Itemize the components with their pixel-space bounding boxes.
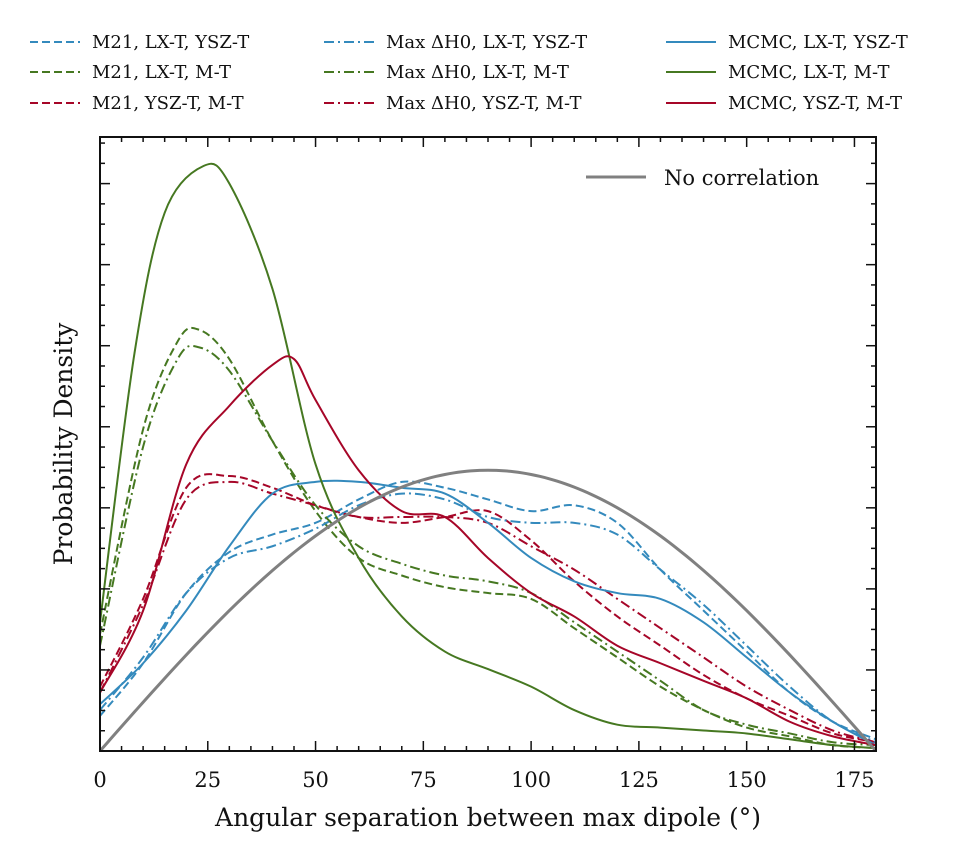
x-tick-label: 175	[834, 768, 874, 792]
legend-label-mcmc_ysz_m: MCMC, YSZ-T, M-T	[728, 93, 902, 114]
legend-inner: No correlation	[586, 166, 819, 190]
x-tick-label: 150	[727, 768, 767, 792]
series-line-mcmc_lx_m	[100, 162, 876, 750]
ticks-layer: 0 25 50 75 100 125 150 175	[93, 137, 877, 792]
series-line-mcmc_lx_ysz	[100, 479, 876, 747]
x-tick-label: 75	[410, 768, 437, 792]
series-line-m21_lx_ysz	[100, 480, 876, 741]
legend-label-m21_lx_ysz: M21, LX-T, YSZ-T	[92, 32, 249, 53]
series-line-no_corr	[100, 468, 876, 751]
series-layer	[100, 162, 876, 751]
legend-label-mcmc_lx_ysz: MCMC, LX-T, YSZ-T	[728, 32, 908, 53]
legend-label-mcmc_lx_m: MCMC, LX-T, M-T	[728, 62, 889, 83]
legend-top: M21, LX-T, YSZ-T M21, LX-T, M-T M21, YSZ-T…	[30, 32, 908, 114]
plot-frame	[99, 136, 877, 752]
y-axis-label: Probability Density	[49, 322, 78, 566]
x-tick-label: 125	[619, 768, 659, 792]
series-line-maxh_ysz_m	[100, 480, 876, 744]
legend-label-maxh_lx_ysz: Max ΔH0, LX-T, YSZ-T	[386, 32, 587, 53]
legend-label-m21_lx_m: M21, LX-T, M-T	[92, 62, 231, 83]
legend-label-maxh_lx_m: Max ΔH0, LX-T, M-T	[386, 62, 569, 83]
legend-label-m21_ysz_m: M21, YSZ-T, M-T	[92, 93, 244, 114]
series-line-mcmc_ysz_m	[100, 355, 876, 747]
x-tick-label: 100	[511, 768, 551, 792]
legend-label-maxh_ysz_m: Max ΔH0, YSZ-T, M-T	[386, 93, 581, 114]
x-tick-label: 25	[194, 768, 221, 792]
series-line-m21_lx_m	[100, 326, 876, 750]
x-axis-label: Angular separation between max dipole (°…	[214, 803, 761, 832]
legend-label-no-correlation: No correlation	[664, 166, 819, 190]
series-line-maxh_lx_m	[100, 344, 876, 747]
plot-area: 0 25 50 75 100 125 150 175 No correlation	[93, 136, 877, 792]
series-line-m21_ysz_m	[100, 473, 876, 744]
x-tick-label: 50	[302, 768, 329, 792]
x-tick-label: 0	[93, 768, 106, 792]
